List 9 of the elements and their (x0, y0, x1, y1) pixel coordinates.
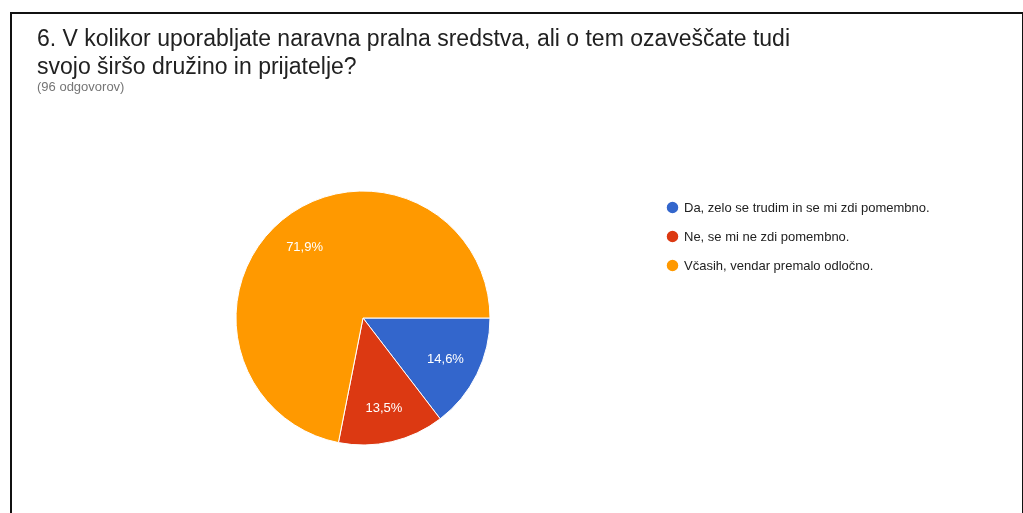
chart-title: 6. V kolikor uporabljate naravna pralna sredstva, ali o tem ozaveščate tudi svojo širšo družino in prijatelje? (37, 25, 791, 79)
legend-label: Da, zelo se trudim in se mi zdi pomembno. (684, 199, 930, 215)
pie-slice (235, 190, 491, 444)
legend-label: Včasih, vendar premalo odločno. (684, 257, 874, 273)
data-label: 71,9% (286, 238, 324, 254)
legend-label: Ne, se mi ne zdi pomembno. (684, 228, 850, 244)
data-label: 13,5% (365, 399, 403, 415)
data-label: 14,6% (427, 350, 465, 366)
text: (96 odgovorov) (37, 79, 125, 94)
